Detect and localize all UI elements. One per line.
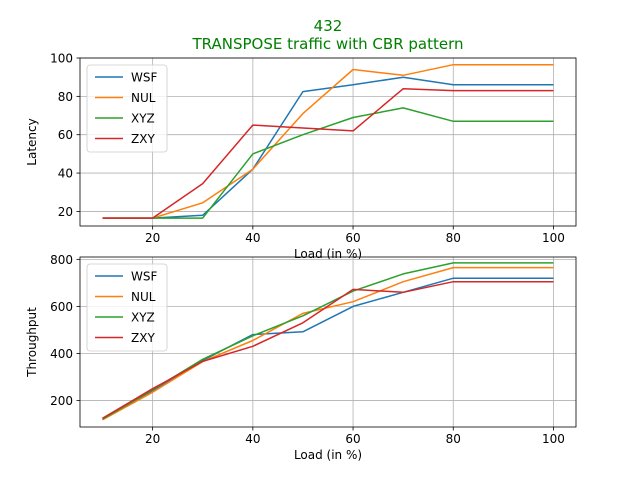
latency-legend-label-wsf: WSF: [131, 71, 157, 85]
throughput-xtick-label: 100: [542, 432, 565, 446]
throughput-xlabel: Load (in %): [294, 448, 362, 462]
throughput-ytick-label: 600: [50, 300, 73, 314]
latency-legend: WSF NUL XYZ ZXY: [86, 64, 168, 153]
throughput-ytick-label: 400: [50, 347, 73, 361]
throughput-xtick-label: 20: [145, 432, 160, 446]
latency-ytick-label: 80: [58, 90, 73, 104]
throughput-ylabel: Throughput: [25, 307, 39, 378]
throughput-legend-label-wsf: WSF: [131, 270, 157, 284]
latency-ytick-label: 60: [58, 128, 73, 142]
throughput-ytick-label: 800: [50, 253, 73, 267]
throughput-xtick-label: 40: [245, 432, 260, 446]
figure-subtitle: TRANSPOSE traffic with CBR pattern: [191, 35, 463, 53]
latency-ytick-label: 20: [58, 205, 73, 219]
throughput-xtick-label: 80: [446, 432, 461, 446]
latency-xtick-label: 40: [245, 231, 260, 245]
latency-xtick-label: 100: [542, 231, 565, 245]
throughput-legend-label-zxy: ZXY: [131, 331, 155, 345]
latency-legend-label-zxy: ZXY: [131, 132, 155, 146]
throughput-legend-label-xyz: XYZ: [131, 311, 155, 325]
latency-ytick-label: 100: [50, 52, 73, 66]
latency-xtick-label: 60: [345, 231, 360, 245]
throughput-legend: WSF NUL XYZ ZXY: [86, 263, 168, 352]
latency-legend-box: [86, 64, 168, 153]
latency-legend-label-xyz: XYZ: [131, 112, 155, 126]
latency-panel: 20 40 60 80 100 20 40 60 80 100 Load (in %) Latency…: [25, 52, 577, 261]
latency-legend-label-nul: NUL: [131, 91, 156, 105]
latency-series-xyz: [102, 107, 554, 219]
throughput-xtick-label: 60: [345, 432, 360, 446]
throughput-legend-box: [86, 263, 168, 352]
throughput-series-nul: [102, 266, 554, 421]
latency-ytick-label: 40: [58, 167, 73, 181]
latency-xtick-label: 80: [446, 231, 461, 245]
latency-axes-frame: [79, 57, 577, 227]
throughput-series-zxy: [102, 280, 554, 419]
latency-series-nul: [102, 63, 554, 219]
throughput-legend-label-nul: NUL: [131, 290, 156, 304]
throughput-panel: 20 40 60 80 100 200 400 600 800 Load (in %) Throug…: [25, 253, 577, 462]
figure-title: 432: [314, 17, 343, 35]
throughput-ytick-label: 200: [50, 394, 73, 408]
latency-xlabel: Load (in %): [294, 247, 362, 261]
throughput-axes-frame: [79, 256, 577, 428]
latency-ylabel: Latency: [25, 118, 39, 165]
latency-xtick-label: 20: [145, 231, 160, 245]
latency-series-zxy: [102, 87, 554, 219]
latency-series-wsf: [102, 76, 554, 219]
